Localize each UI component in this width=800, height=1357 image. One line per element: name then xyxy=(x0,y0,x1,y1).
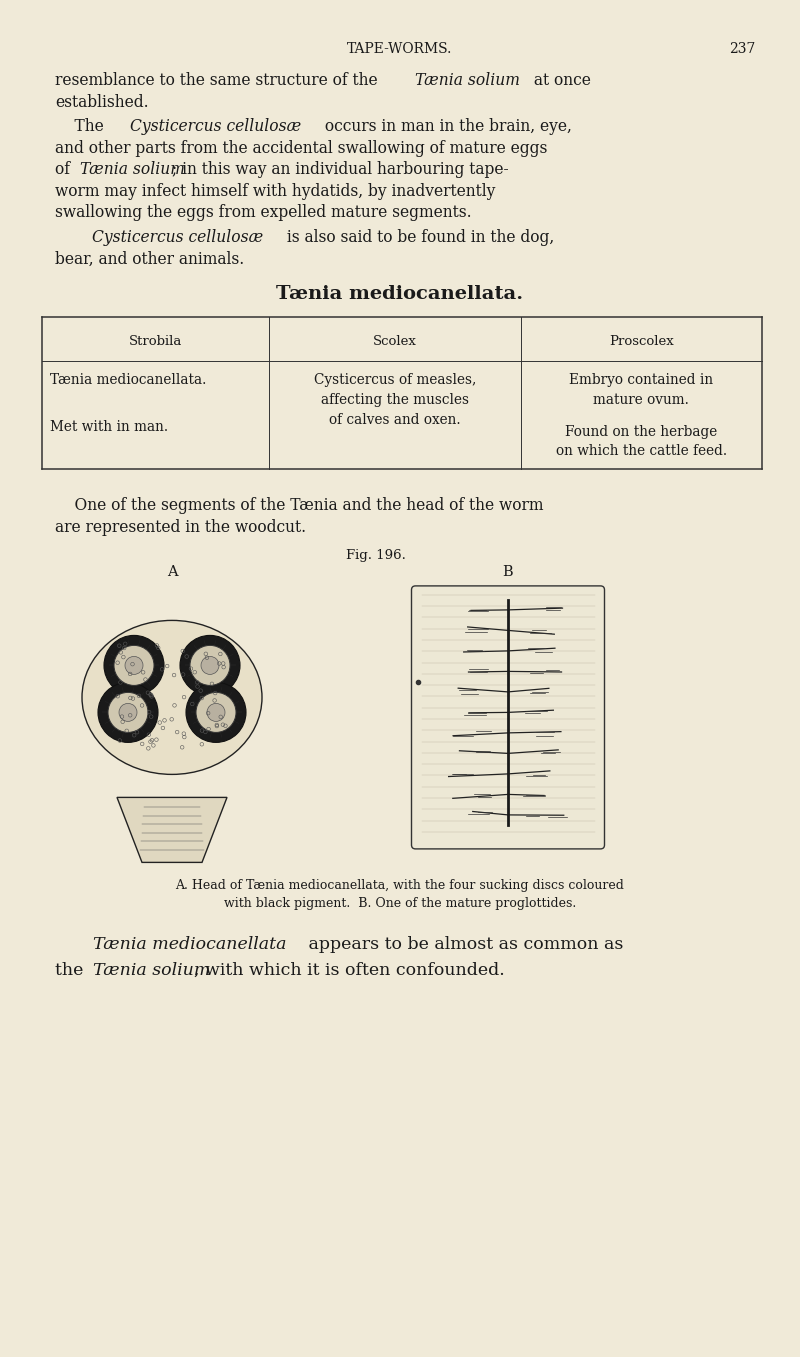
Text: appears to be almost as common as: appears to be almost as common as xyxy=(303,936,623,953)
Circle shape xyxy=(190,646,230,685)
Text: Tænia mediocanellata.: Tænia mediocanellata. xyxy=(50,373,206,387)
Circle shape xyxy=(180,635,240,695)
Text: Tænia solium: Tænia solium xyxy=(81,161,186,178)
Text: , with which it is often confounded.: , with which it is often confounded. xyxy=(194,962,505,978)
Text: A. Head of Tænia mediocanellata, with the four sucking discs coloured: A. Head of Tænia mediocanellata, with th… xyxy=(175,879,625,893)
Text: A: A xyxy=(166,565,178,579)
Text: swallowing the eggs from expelled mature segments.: swallowing the eggs from expelled mature… xyxy=(55,205,472,221)
Text: with black pigment.  B. One of the mature proglottides.: with black pigment. B. One of the mature… xyxy=(224,897,576,911)
Ellipse shape xyxy=(82,620,262,775)
Text: Tænia solium: Tænia solium xyxy=(415,72,520,90)
Text: 237: 237 xyxy=(729,42,755,56)
Text: Proscolex: Proscolex xyxy=(609,335,674,347)
Circle shape xyxy=(196,692,236,733)
Text: The: The xyxy=(55,118,114,136)
Text: TAPE-WORMS.: TAPE-WORMS. xyxy=(347,42,453,56)
Text: Tænia solium: Tænia solium xyxy=(93,962,210,978)
Text: established.: established. xyxy=(55,94,149,111)
Text: Met with in man.: Met with in man. xyxy=(50,421,168,434)
Text: worm may infect himself with hydatids, by inadvertently: worm may infect himself with hydatids, b… xyxy=(55,183,495,199)
Text: Cysticercus of measles,: Cysticercus of measles, xyxy=(314,373,476,387)
Circle shape xyxy=(114,646,154,685)
Circle shape xyxy=(125,657,143,674)
Text: Tænia mediocanellata: Tænia mediocanellata xyxy=(93,936,286,953)
Circle shape xyxy=(119,703,137,722)
Circle shape xyxy=(108,692,148,733)
Text: the: the xyxy=(55,962,94,978)
Text: is also said to be found in the dog,: is also said to be found in the dog, xyxy=(282,229,554,246)
Text: Scolex: Scolex xyxy=(373,335,417,347)
Text: of calves and oxen.: of calves and oxen. xyxy=(329,413,461,426)
Text: are represented in the woodcut.: are represented in the woodcut. xyxy=(55,518,306,536)
Circle shape xyxy=(98,683,158,742)
Text: B: B xyxy=(502,565,514,579)
Text: Cysticercus cellulosæ: Cysticercus cellulosæ xyxy=(92,229,263,246)
Text: affecting the muscles: affecting the muscles xyxy=(321,394,469,407)
Text: on which the cattle feed.: on which the cattle feed. xyxy=(556,444,727,459)
Text: mature ovum.: mature ovum. xyxy=(594,394,690,407)
Text: of: of xyxy=(55,161,80,178)
Text: Strobila: Strobila xyxy=(129,335,182,347)
Text: One of the segments of the Tænia and the head of the worm: One of the segments of the Tænia and the… xyxy=(55,497,543,514)
Text: Found on the herbage: Found on the herbage xyxy=(566,425,718,438)
Text: bear, and other animals.: bear, and other animals. xyxy=(55,251,244,267)
Text: ; in this way an individual harbouring tape-: ; in this way an individual harbouring t… xyxy=(173,161,509,178)
Text: and other parts from the accidental swallowing of mature eggs: and other parts from the accidental swal… xyxy=(55,140,547,157)
Circle shape xyxy=(104,635,164,695)
Text: at once: at once xyxy=(529,72,591,90)
Text: Fig. 196.: Fig. 196. xyxy=(346,548,406,562)
Text: Embryo contained in: Embryo contained in xyxy=(570,373,714,387)
FancyBboxPatch shape xyxy=(411,586,605,849)
Text: occurs in man in the brain, eye,: occurs in man in the brain, eye, xyxy=(320,118,572,136)
Text: resemblance to the same structure of the: resemblance to the same structure of the xyxy=(55,72,387,90)
Circle shape xyxy=(207,703,225,722)
Circle shape xyxy=(186,683,246,742)
Text: Tænia mediocanellata.: Tænia mediocanellata. xyxy=(277,285,523,303)
Polygon shape xyxy=(117,798,227,863)
Circle shape xyxy=(201,657,219,674)
Text: Cysticercus cellulosæ: Cysticercus cellulosæ xyxy=(130,118,302,136)
